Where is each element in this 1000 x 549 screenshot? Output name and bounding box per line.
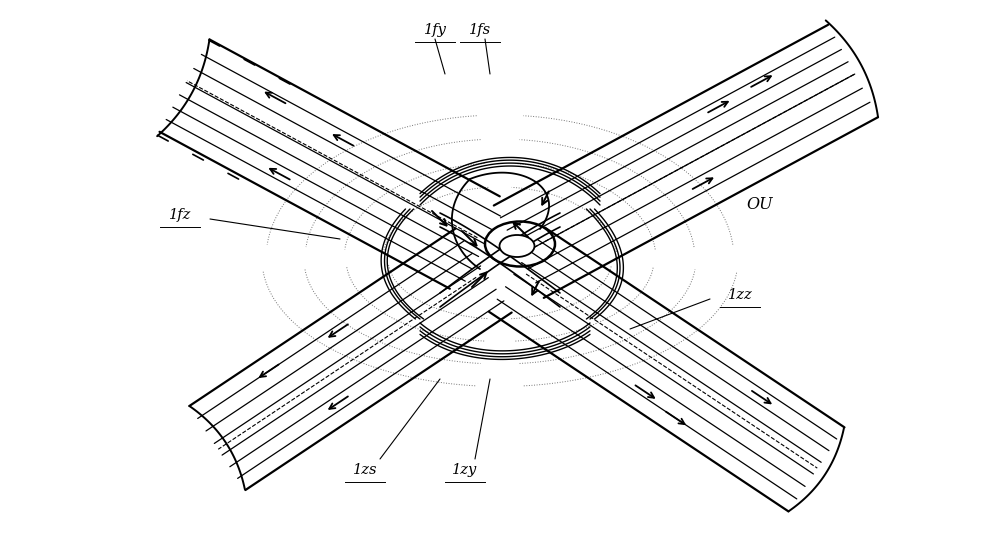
Text: 1zs: 1zs bbox=[353, 463, 377, 477]
Text: 1zy: 1zy bbox=[452, 463, 478, 477]
Text: OU: OU bbox=[747, 196, 773, 213]
Text: 1fy: 1fy bbox=[424, 23, 446, 37]
Text: 1zz: 1zz bbox=[728, 288, 752, 302]
Text: 1fz: 1fz bbox=[169, 208, 191, 222]
Ellipse shape bbox=[500, 235, 534, 257]
Text: 1fs: 1fs bbox=[469, 23, 491, 37]
